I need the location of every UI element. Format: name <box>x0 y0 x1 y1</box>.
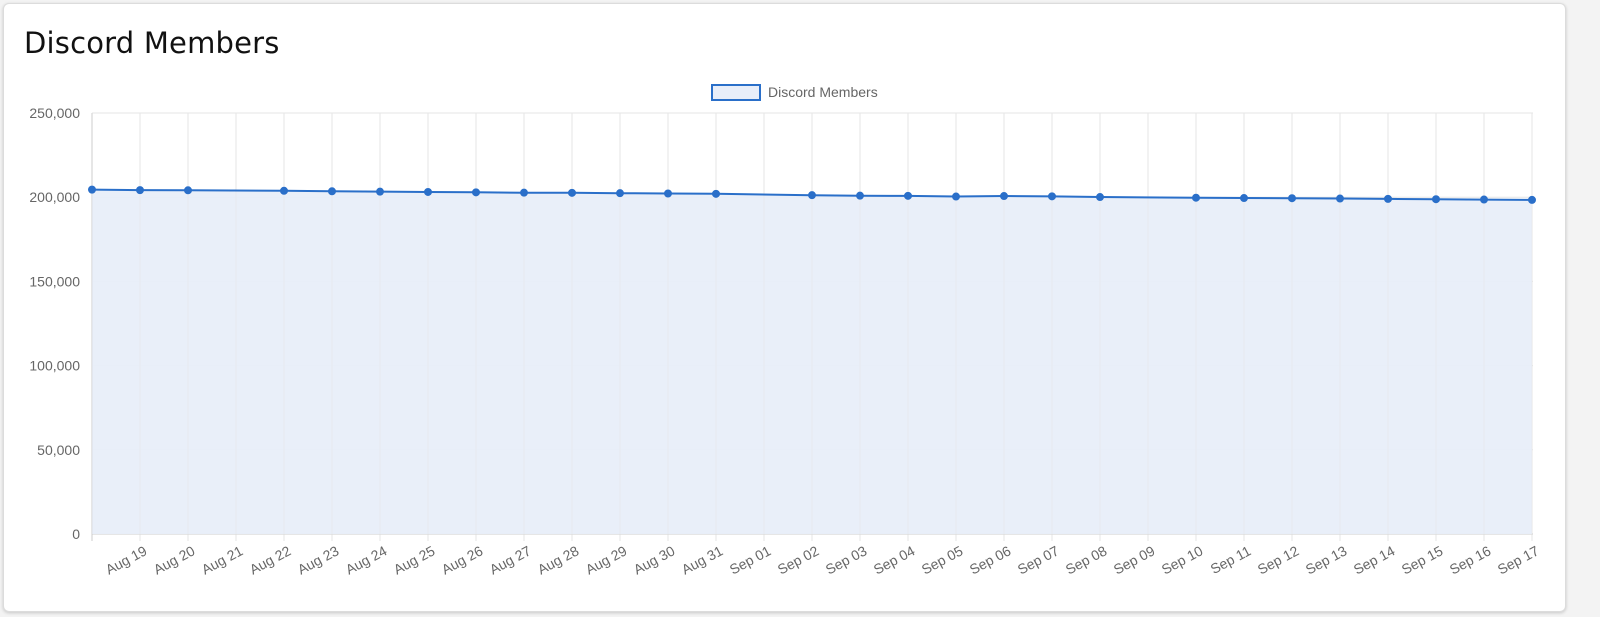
y-tick-label: 250,000 <box>29 105 80 121</box>
x-tick-label: Aug 30 <box>631 542 678 577</box>
data-point[interactable] <box>184 186 192 195</box>
legend-swatch[interactable] <box>711 84 761 101</box>
y-tick-label: 200,000 <box>29 189 80 205</box>
data-point[interactable] <box>1000 192 1008 201</box>
x-tick-label: Sep 01 <box>727 542 774 577</box>
x-tick-label: Sep 08 <box>1063 542 1110 577</box>
x-tick-label: Sep 04 <box>871 542 918 577</box>
x-tick-label: Sep 14 <box>1351 542 1398 577</box>
data-point[interactable] <box>712 189 720 198</box>
series-points <box>88 185 1536 204</box>
x-tick-label: Sep 07 <box>1015 542 1062 577</box>
data-point[interactable] <box>1192 193 1200 202</box>
y-tick-label: 150,000 <box>29 273 80 289</box>
x-tick-label: Aug 21 <box>199 542 246 577</box>
y-axis-labels: 0 50,000 100,000 150,000 200,000 250,000 <box>29 105 80 542</box>
y-tick-label: 50,000 <box>37 442 80 458</box>
x-tick-label: Aug 29 <box>583 542 630 577</box>
data-point[interactable] <box>1048 192 1056 201</box>
x-tick-label: Sep 09 <box>1111 542 1158 577</box>
card-title: Discord Members <box>24 26 280 60</box>
x-tick-label: Aug 22 <box>247 542 294 577</box>
x-tick-label: Sep 17 <box>1495 542 1542 577</box>
data-point[interactable] <box>664 189 672 198</box>
data-point[interactable] <box>808 191 816 200</box>
x-gridlines <box>91 113 1533 541</box>
data-point[interactable] <box>472 188 480 197</box>
x-tick-label: Sep 11 <box>1208 542 1254 577</box>
series-area-fill <box>92 189 1532 534</box>
x-tick-label: Aug 26 <box>439 542 486 577</box>
x-tick-label: Aug 27 <box>487 542 534 577</box>
x-tick-label: Sep 06 <box>967 542 1014 577</box>
data-point[interactable] <box>424 187 432 196</box>
data-point[interactable] <box>1240 194 1248 203</box>
data-point[interactable] <box>1480 195 1488 204</box>
x-tick-label: Aug 31 <box>679 542 726 577</box>
x-tick-label: Aug 28 <box>535 542 582 577</box>
data-point[interactable] <box>376 187 384 196</box>
data-point[interactable] <box>520 188 528 197</box>
legend[interactable]: Discord Members <box>711 84 878 101</box>
data-point[interactable] <box>1096 193 1104 202</box>
data-point[interactable] <box>1432 195 1440 204</box>
x-tick-label: Sep 16 <box>1447 542 1494 577</box>
y-tick-label: 0 <box>72 526 80 542</box>
data-point[interactable] <box>1336 194 1344 203</box>
data-point[interactable] <box>328 187 336 196</box>
x-tick-label: Sep 15 <box>1399 542 1446 577</box>
data-point[interactable] <box>1288 194 1296 203</box>
x-tick-label: Sep 12 <box>1255 542 1302 577</box>
data-point[interactable] <box>616 189 624 198</box>
data-point[interactable] <box>856 191 864 200</box>
x-tick-label: Aug 25 <box>391 542 438 577</box>
x-axis-labels: Aug 19 Aug 20 Aug 21 Aug 22 Aug 23 Aug 24 Aug … <box>103 542 1542 577</box>
data-point[interactable] <box>568 188 576 197</box>
data-point[interactable] <box>1384 194 1392 203</box>
x-tick-label: Aug 24 <box>343 542 390 577</box>
y-tick-label: 100,000 <box>29 358 80 374</box>
data-point[interactable] <box>952 192 960 201</box>
x-tick-label: Aug 20 <box>151 542 198 577</box>
series-line <box>91 188 1533 201</box>
data-point[interactable] <box>904 191 912 200</box>
legend-label[interactable]: Discord Members <box>768 84 878 100</box>
x-tick-label: Sep 02 <box>775 542 822 577</box>
data-point[interactable] <box>136 186 144 195</box>
x-tick-label: Sep 10 <box>1159 542 1206 577</box>
x-tick-label: Sep 13 <box>1303 542 1350 577</box>
data-point[interactable] <box>1528 195 1536 204</box>
x-tick-label: Sep 03 <box>823 542 870 577</box>
x-tick-label: Aug 23 <box>295 542 342 577</box>
data-point[interactable] <box>280 186 288 195</box>
data-point[interactable] <box>88 185 96 194</box>
x-tick-label: Sep 05 <box>919 542 966 577</box>
x-tick-label: Aug 19 <box>103 542 150 577</box>
